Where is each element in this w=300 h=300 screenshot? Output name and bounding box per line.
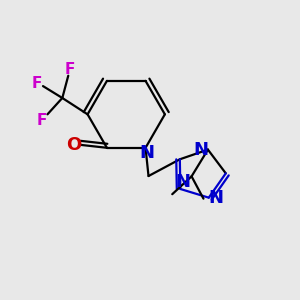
Text: O: O bbox=[66, 136, 81, 154]
Text: F: F bbox=[64, 62, 75, 77]
Text: F: F bbox=[37, 113, 47, 128]
Text: N: N bbox=[176, 172, 191, 190]
Text: N: N bbox=[193, 141, 208, 159]
Text: N: N bbox=[140, 144, 154, 162]
Text: F: F bbox=[31, 76, 42, 91]
Text: N: N bbox=[209, 189, 224, 207]
